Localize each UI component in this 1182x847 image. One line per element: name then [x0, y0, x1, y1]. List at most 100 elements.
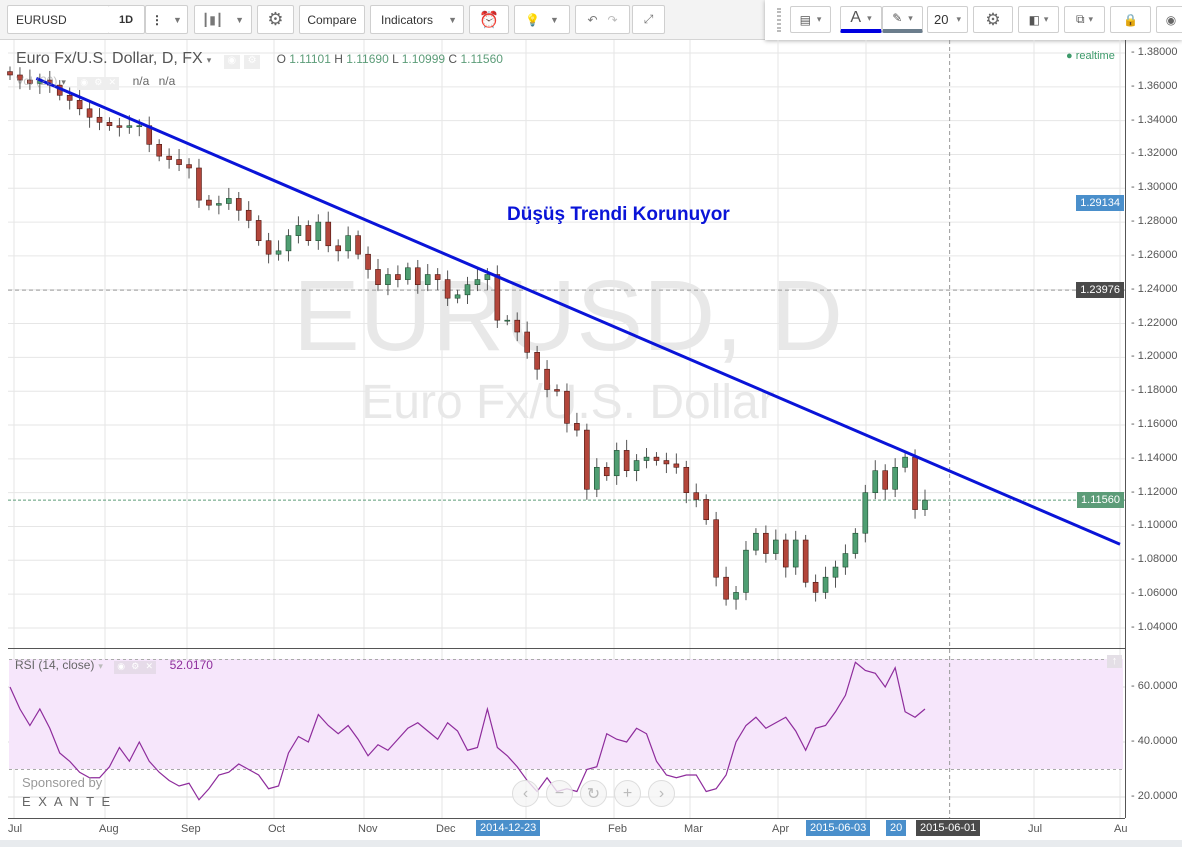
close-icon[interactable]: ✕: [105, 77, 120, 90]
lock-button[interactable]: 🔒: [1110, 6, 1151, 33]
visibility-button[interactable]: ◉: [1156, 6, 1182, 33]
candle: [66, 94, 73, 101]
eye-icon: ◉: [1165, 12, 1177, 27]
time-tick-label: Feb: [608, 823, 627, 835]
symbol-legend[interactable]: Euro Fx/U.S. Dollar, D, FX ▾ ◉ ⚙ O 1.1110…: [16, 50, 503, 69]
candles-icon: ┃▮┃: [202, 12, 224, 27]
alert-button[interactable]: ⏰: [469, 5, 509, 34]
candle: [325, 221, 332, 247]
drag-handle[interactable]: [777, 8, 781, 32]
candle: [623, 450, 630, 471]
candle: [882, 470, 889, 490]
fullscreen-button[interactable]: ⤢: [632, 5, 665, 34]
pane-separator[interactable]: [8, 648, 1125, 649]
price-tick-label: - 1.24000: [1131, 282, 1178, 295]
candle: [295, 225, 302, 236]
time-tick-label: Nov: [358, 823, 378, 835]
compare-label: Compare: [307, 12, 357, 27]
candle: [544, 368, 550, 390]
price-tick-label: - 1.10000: [1131, 519, 1178, 532]
gear-icon[interactable]: ⚙: [91, 77, 106, 90]
candle: [285, 235, 292, 252]
chevron-down-icon: ▼: [173, 14, 182, 25]
candle: [375, 269, 381, 285]
scroll-right-button[interactable]: ›: [648, 780, 675, 807]
sponsor-logo[interactable]: E X A N T E: [22, 794, 113, 809]
scroll-left-button[interactable]: ‹: [512, 780, 539, 807]
candle: [335, 245, 342, 252]
time-tick-label: Jul: [8, 823, 23, 835]
interval-menu-button[interactable]: ⋮ ▼: [145, 5, 188, 34]
interval-button[interactable]: 1D: [108, 5, 145, 34]
candle: [484, 274, 491, 280]
rsi-label: RSI (14, close): [15, 658, 95, 672]
undo-icon[interactable]: ↶: [587, 12, 598, 27]
close-label: C: [448, 52, 458, 66]
gear-icon[interactable]: ⚙: [128, 661, 143, 674]
price-tick-label: - 1.38000: [1131, 46, 1178, 58]
more-icon: ⋮: [151, 12, 164, 27]
candle: [275, 250, 282, 255]
candle: [753, 532, 759, 551]
candle: [186, 164, 192, 169]
candle: [872, 470, 879, 493]
candle: [315, 221, 322, 242]
time-tick-label: Dec: [436, 823, 456, 835]
candle: [474, 279, 481, 285]
zoom-in-button[interactable]: +: [614, 780, 641, 807]
template-button[interactable]: ▤ ▾: [790, 6, 831, 33]
rsi-legend[interactable]: RSI (14, close) ▾ ◉ ⚙ ✕ 52.0170: [15, 658, 213, 674]
bring-front-button[interactable]: ◧ ▾: [1018, 6, 1059, 33]
undo-redo-buttons[interactable]: ↶ ↷: [575, 5, 630, 34]
candle: [613, 450, 620, 477]
candle: [564, 390, 570, 424]
candle: [802, 539, 809, 583]
compare-button[interactable]: Compare: [299, 5, 365, 34]
drawing-settings-button[interactable]: ⚙: [973, 6, 1013, 33]
zoom-out-button[interactable]: −: [546, 780, 573, 807]
indicators-button[interactable]: Indicators ▼: [370, 5, 464, 34]
ideas-button[interactable]: 💡 ▼: [514, 5, 570, 34]
text-color-button[interactable]: A ▾: [840, 6, 882, 33]
legend-title: Euro Fx/U.S. Dollar, D, FX: [16, 50, 203, 67]
font-size-select[interactable]: 20 ▾: [927, 6, 968, 33]
line-color-button[interactable]: ✎ ▾: [882, 6, 923, 33]
eye-icon[interactable]: ◉: [114, 661, 129, 674]
reset-icon: ↻: [586, 785, 601, 803]
symbol-text: EURUSD: [16, 12, 67, 27]
eye-icon[interactable]: ◉: [77, 77, 92, 90]
trend-annotation[interactable]: Düşüş Trendi Korunuyor: [507, 204, 730, 225]
settings-button[interactable]: ⚙: [257, 5, 294, 34]
candle: [743, 549, 749, 593]
reset-button[interactable]: ↻: [580, 780, 607, 807]
candle: [832, 566, 839, 578]
price-tick-label: - 1.16000: [1131, 418, 1178, 431]
candle: [524, 331, 530, 353]
fullscreen-icon: ⤢: [643, 12, 654, 26]
chart-style-button[interactable]: ┃▮┃ ▼: [194, 5, 252, 34]
volume-legend[interactable]: Vol (20) ▾ ◉ ⚙ ✕ n/a n/a: [16, 74, 176, 90]
price-tag: 1.11560: [1077, 492, 1124, 509]
candle: [822, 576, 829, 593]
status-dot-icon: ●: [1066, 50, 1073, 62]
time-tick-label: Jul: [1028, 823, 1043, 835]
redo-icon[interactable]: ↷: [607, 12, 618, 27]
candle: [355, 235, 361, 255]
candle: [27, 79, 33, 84]
time-tick-label: Apr: [772, 823, 790, 835]
close-icon[interactable]: ✕: [142, 661, 157, 674]
eye-icon[interactable]: ◉: [223, 55, 240, 69]
indicators-label: Indicators: [381, 12, 434, 27]
candle: [305, 225, 312, 242]
layer-order-icon: ◧: [1028, 12, 1040, 27]
rsi-band: [9, 659, 1123, 769]
candle: [395, 274, 401, 280]
gear-icon[interactable]: ⚙: [244, 55, 261, 69]
maximize-pane-icon[interactable]: ↑: [1107, 655, 1122, 668]
candle: [922, 499, 928, 510]
text-color-icon: A: [850, 9, 862, 26]
clone-button[interactable]: ⧉ ▾: [1064, 6, 1105, 33]
candle: [494, 274, 501, 321]
time-tag: 2015-06-03: [806, 820, 871, 836]
